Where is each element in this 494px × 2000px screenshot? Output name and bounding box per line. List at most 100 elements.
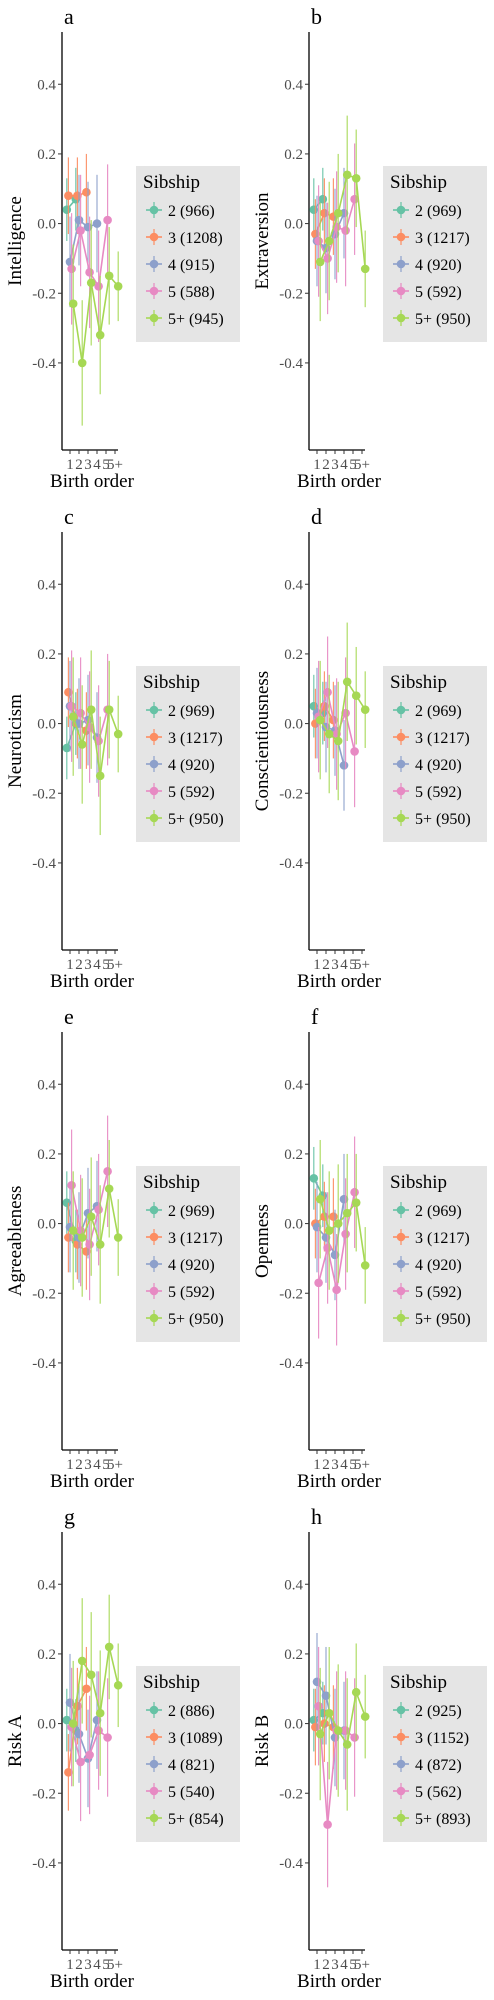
series-5 xyxy=(67,1115,112,1301)
legend-label: 5 (592) xyxy=(168,1284,215,1301)
legend-label: 5 (588) xyxy=(168,284,215,301)
x-tick-label: 4 xyxy=(340,457,348,473)
data-point xyxy=(323,687,332,697)
data-point xyxy=(321,1691,331,1701)
legend-label: 3 (1217) xyxy=(415,1230,470,1247)
y-tick-label: -0.2 xyxy=(32,286,56,302)
series-5 xyxy=(314,1136,359,1346)
data-point xyxy=(76,708,85,718)
legend-title: Sibship xyxy=(390,1672,447,1693)
legend-label: 3 (1217) xyxy=(168,1230,223,1247)
legend-label: 2 (969) xyxy=(168,1203,215,1220)
data-point xyxy=(67,264,76,274)
data-point xyxy=(333,1726,343,1735)
panel-h: h 0.4 0.2 0.0 -0.2 -0.4 1 2 3 4 55+Birth order Risk… xyxy=(252,1504,487,1992)
y-tick-label: -0.4 xyxy=(32,856,56,872)
y-tick-label: 0.2 xyxy=(284,1147,303,1163)
data-point xyxy=(104,705,114,714)
data-point xyxy=(103,215,112,225)
x-tick-label: 1 xyxy=(313,1457,321,1473)
x-tick-label: 1 xyxy=(313,1957,321,1973)
legend-key-point xyxy=(396,313,406,323)
x-tick-label: 3 xyxy=(84,1957,92,1973)
data-point xyxy=(68,1719,78,1728)
legend-label: 4 (920) xyxy=(415,1257,462,1274)
data-point xyxy=(62,205,72,214)
legend-label: 2 (969) xyxy=(168,703,215,720)
legend-key-point xyxy=(149,313,159,323)
data-point xyxy=(103,1167,112,1176)
legend-label: 5 (592) xyxy=(415,784,462,801)
legend-title: Sibship xyxy=(143,172,200,193)
legend-label: 2 (925) xyxy=(415,1703,462,1720)
data-point xyxy=(113,1680,123,1690)
data-point xyxy=(104,1642,114,1652)
legend: Sibship 2 (886) 3 (1089) 4 (821) 5 (540) 5+ (… xyxy=(136,1666,240,1842)
legend-title: Sibship xyxy=(390,1172,447,1193)
legend-label: 5 (562) xyxy=(415,1784,462,1801)
series-5 xyxy=(314,143,359,315)
legend-key-point xyxy=(396,1732,406,1742)
y-tick-label: 0.4 xyxy=(284,77,303,93)
panel-letter: e xyxy=(64,1004,74,1029)
y-axis-title: Intelligence xyxy=(5,196,26,286)
legend-key-point xyxy=(149,1813,159,1823)
legend: Sibship 2 (925) 3 (1152) 4 (872) 5 (562) 5+ (… xyxy=(383,1666,487,1842)
data-point xyxy=(341,226,350,235)
legend: Sibship 2 (969) 3 (1217) 4 (920) 5 (592) 5+ (… xyxy=(383,1166,487,1342)
series-5plus xyxy=(315,622,370,801)
legend-key-point xyxy=(396,759,406,769)
x-tick-label: 4 xyxy=(340,957,348,973)
legend-background xyxy=(136,1666,240,1842)
series-5 xyxy=(314,636,359,808)
y-tick-label: -0.2 xyxy=(32,1286,56,1302)
data-point xyxy=(333,208,343,218)
x-tick-label: 3 xyxy=(331,457,339,473)
series-line xyxy=(72,709,119,776)
data-point xyxy=(64,191,73,201)
data-point xyxy=(76,1757,85,1767)
legend: Sibship 2 (966) 3 (1208) 4 (915) 5 (588) 5+ (… xyxy=(136,166,240,342)
legend-key-point xyxy=(396,1786,406,1796)
series-5plus xyxy=(315,1139,370,1304)
data-point xyxy=(113,729,123,739)
legend-label: 5+ (950) xyxy=(168,1311,224,1328)
legend-label: 5 (540) xyxy=(168,1784,215,1801)
panel-d: d 0.4 0.2 0.0 -0.2 -0.4 1 2 3 4 55+Birth order Cons… xyxy=(252,504,487,992)
y-tick-label: -0.2 xyxy=(279,1786,303,1802)
legend-label: 3 (1089) xyxy=(168,1730,223,1747)
data-point xyxy=(324,236,334,246)
data-point xyxy=(82,1684,91,1694)
panel-letter: c xyxy=(64,504,74,529)
data-point xyxy=(315,257,325,267)
y-tick-label: 0.2 xyxy=(37,1647,56,1663)
y-tick-label: 0.0 xyxy=(37,717,56,733)
data-point xyxy=(314,1278,323,1288)
x-tick-label: 2 xyxy=(322,457,330,473)
data-point xyxy=(323,1820,332,1829)
y-tick-label: 0.0 xyxy=(284,217,303,233)
legend-label: 4 (920) xyxy=(415,257,462,274)
y-tick-label: 0.4 xyxy=(284,577,303,593)
legend-key-point xyxy=(396,732,406,742)
x-tick-label: 5 xyxy=(102,457,110,473)
data-point xyxy=(92,219,102,228)
legend-label: 5+ (950) xyxy=(415,811,471,828)
x-tick-label: 3 xyxy=(331,957,339,973)
data-point xyxy=(95,330,105,340)
x-tick-label: 3 xyxy=(84,457,92,473)
legend-background xyxy=(136,666,240,842)
data-point xyxy=(95,1240,105,1249)
data-point xyxy=(85,268,94,277)
legend-key-point xyxy=(396,813,406,823)
legend-label: 3 (1217) xyxy=(168,730,223,747)
x-tick-label: 5+ xyxy=(107,457,123,473)
data-point xyxy=(68,299,78,309)
legend-key-point xyxy=(396,786,406,796)
y-tick-label: 0.4 xyxy=(284,1077,303,1093)
y-tick-label: 0.4 xyxy=(37,577,56,593)
data-point xyxy=(318,194,328,204)
panel-c: c 0.4 0.2 0.0 -0.2 -0.4 1 2 3 4 55+Birth order Neur… xyxy=(5,504,240,992)
legend: Sibship 2 (969) 3 (1217) 4 (920) 5 (592) 5+ (… xyxy=(136,666,240,842)
